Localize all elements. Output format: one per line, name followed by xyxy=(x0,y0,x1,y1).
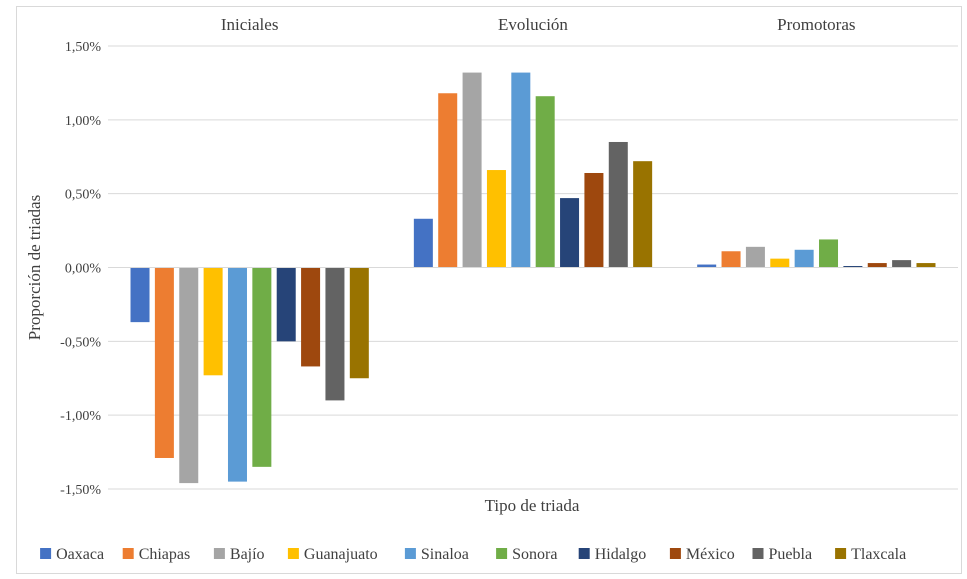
legend-label: Bajío xyxy=(230,546,265,563)
bar-méxico xyxy=(584,172,604,268)
legend-swatch xyxy=(578,548,590,559)
bar-bajío xyxy=(462,72,482,268)
bar-chiapas xyxy=(438,93,458,268)
y-axis-title: Proporción de triadas xyxy=(25,195,44,340)
legend-swatch xyxy=(404,548,416,559)
bar-hidalgo xyxy=(843,266,863,268)
y-tick-label: 1,50% xyxy=(65,40,102,55)
bar-chiapas xyxy=(721,251,741,268)
y-tick-label: 0,00% xyxy=(65,262,102,277)
y-tick-label: -1,50% xyxy=(60,483,101,498)
bar-guanajuato xyxy=(486,170,506,268)
bar-hidalgo xyxy=(560,198,580,268)
bar-guanajuato xyxy=(203,267,223,376)
y-axis-ticks: -1,50% -1,00% -0,50% 0,00% 0,50% 1,00% 1,50% xyxy=(60,40,101,498)
bar-méxico xyxy=(867,263,887,268)
bar-puebla xyxy=(892,260,912,268)
bar-sinaloa xyxy=(227,267,247,482)
legend-label: Sinaloa xyxy=(421,546,469,563)
legend-swatch xyxy=(40,548,52,559)
legend-label: Sonora xyxy=(512,546,557,563)
y-tick-label: 1,00% xyxy=(65,114,102,129)
category-label: Iniciales xyxy=(221,15,279,34)
bar-puebla xyxy=(325,267,345,401)
bar-tlaxcala xyxy=(916,263,936,268)
bar-puebla xyxy=(608,141,628,268)
bar-sinaloa xyxy=(794,249,814,268)
y-tick-label: 0,50% xyxy=(65,188,102,203)
bar-oaxaca xyxy=(697,264,717,268)
legend: Oaxaca Chiapas Bajío Guanajuato Sinaloa Sonor… xyxy=(40,546,906,563)
bars xyxy=(130,72,936,484)
bar-bajío xyxy=(745,246,765,268)
bar-guanajuato xyxy=(770,258,790,268)
category-label: Promotoras xyxy=(777,15,855,34)
bar-sonora xyxy=(252,267,272,467)
legend-label: Hidalgo xyxy=(595,546,647,563)
legend-swatch xyxy=(835,548,847,559)
legend-label: México xyxy=(686,546,735,563)
y-tick-label: -1,00% xyxy=(60,409,101,424)
y-tick-label: -0,50% xyxy=(60,335,101,350)
category-labels: Iniciales Evolución Promotoras xyxy=(221,15,856,34)
legend-swatch xyxy=(287,548,299,559)
gridlines xyxy=(108,45,958,490)
legend-swatch xyxy=(213,548,225,559)
bar-oaxaca xyxy=(413,218,433,268)
legend-swatch xyxy=(752,548,764,559)
legend-label: Puebla xyxy=(769,546,813,563)
bar-chiapas xyxy=(154,267,174,458)
legend-swatch xyxy=(496,548,508,559)
legend-label: Tlaxcala xyxy=(851,546,906,563)
legend-label: Guanajuato xyxy=(304,546,378,563)
bar-oaxaca xyxy=(130,267,150,323)
legend-swatch xyxy=(122,548,134,559)
legend-swatch xyxy=(669,548,681,559)
bar-méxico xyxy=(301,267,321,367)
bar-sonora xyxy=(819,239,839,268)
legend-label: Oaxaca xyxy=(56,546,104,563)
bar-tlaxcala xyxy=(633,161,653,268)
category-label: Evolución xyxy=(498,15,568,34)
x-axis-title: Tipo de triada xyxy=(485,496,580,515)
bar-tlaxcala xyxy=(349,267,369,379)
bar-hidalgo xyxy=(276,267,296,342)
bar-bajío xyxy=(179,267,199,484)
bar-sinaloa xyxy=(511,72,531,268)
legend-label: Chiapas xyxy=(139,546,191,563)
bar-sonora xyxy=(535,96,555,268)
